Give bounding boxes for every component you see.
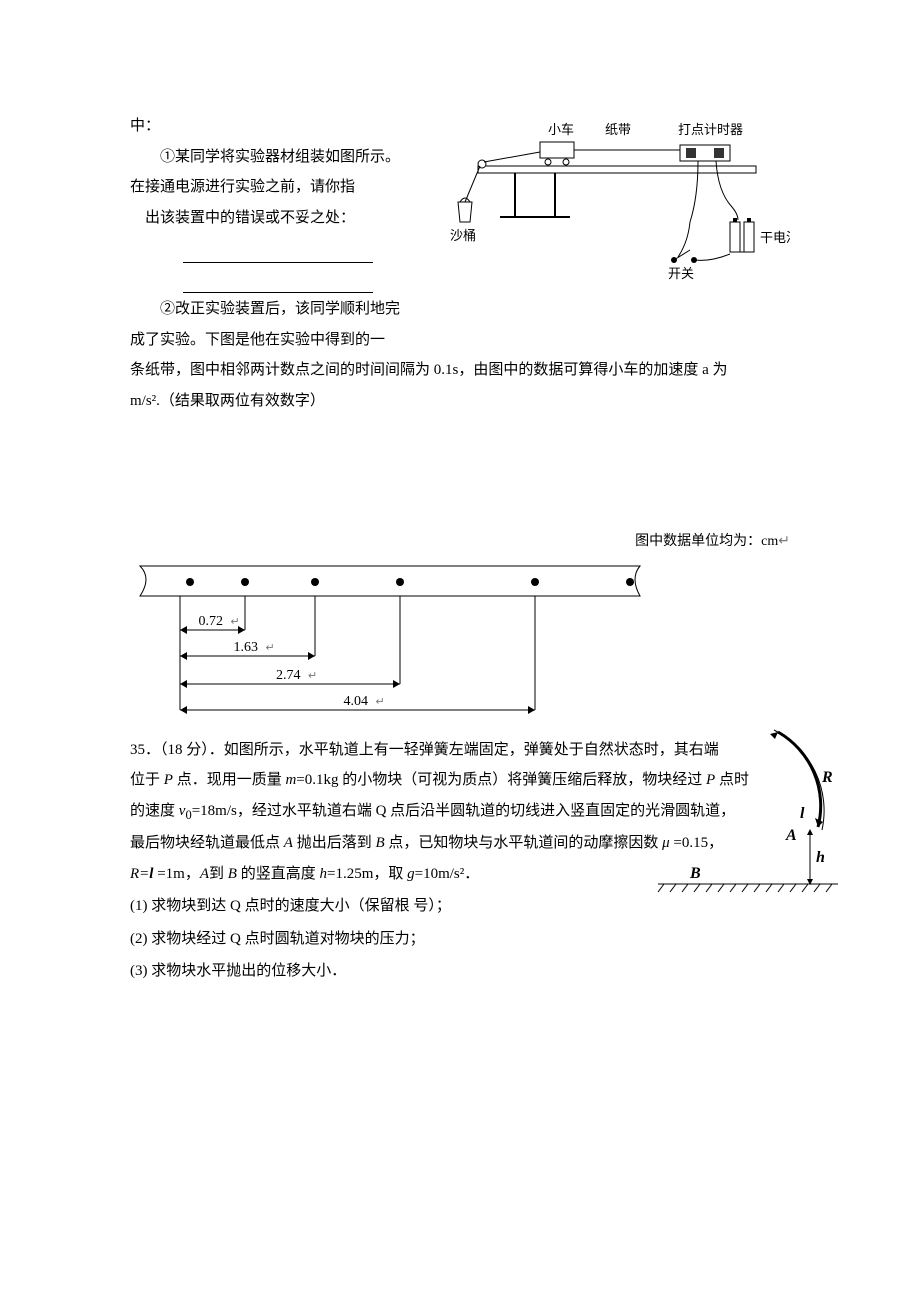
- q35-sub-3: (3) 求物块水平抛出的位移大小．: [130, 957, 790, 986]
- q1-sub2-line-d: m/s².（结果取两位有效数字）: [130, 387, 790, 416]
- label-l: l: [800, 805, 805, 822]
- tape-diagram-section: 图中数据单位均为：cm↵ 0.72 ↵ 1.63 ↵ 2.74 ↵ 4.04 ↵: [130, 441, 790, 728]
- tape-note: 图中数据单位均为：cm↵: [635, 441, 790, 556]
- blank-line-1[interactable]: [183, 238, 373, 263]
- label-R: R: [821, 769, 833, 786]
- label-battery: 干电池: [760, 230, 790, 245]
- q35-track-diagram: R l A h B: [618, 722, 878, 902]
- apparatus-diagram: 小车 纸带 打点计时器 沙桶: [440, 112, 790, 282]
- label-bucket: 沙桶: [450, 228, 476, 243]
- svg-text:↵: ↵: [231, 616, 240, 628]
- label-B: B: [689, 865, 701, 882]
- q1-sub2-line-a: ②改正实验装置后，该同学顺利地完: [130, 295, 790, 324]
- label-tape: 纸带: [605, 122, 631, 137]
- label-timer: 打点计时器: [678, 122, 743, 137]
- svg-text:4.04: 4.04: [344, 694, 369, 709]
- blank-line-2[interactable]: [183, 268, 373, 293]
- q35-sub-questions: (1) 求物块到达 Q 点时的速度大小（保留根 号）； (2) 求物块经过 Q …: [130, 892, 790, 986]
- svg-text:0.72: 0.72: [199, 614, 224, 629]
- q1-sub2-line-c: 条纸带，图中相邻两计数点之间的时间间隔为 0.1s，由图中的数据可算得小车的加速…: [130, 356, 790, 385]
- label-cart: 小车: [548, 122, 574, 137]
- label-switch: 开关: [668, 266, 694, 281]
- label-h: h: [816, 849, 825, 866]
- q35-track-diagram-wrapper: R l A h B: [618, 722, 878, 902]
- svg-text:↵: ↵: [308, 670, 317, 682]
- label-A: A: [785, 827, 797, 844]
- tape-diagram: 0.72 ↵ 1.63 ↵ 2.74 ↵ 4.04 ↵: [130, 556, 650, 728]
- svg-text:↵: ↵: [376, 696, 385, 708]
- q1-sub2-line-b: 成了实验。下图是他在实验中得到的一: [130, 326, 790, 355]
- svg-text:2.74: 2.74: [276, 668, 301, 683]
- question-34-continuation: 小车 纸带 打点计时器 沙桶: [130, 112, 790, 417]
- svg-text:↵: ↵: [266, 642, 275, 654]
- question-35: R l A h B 35．（18 分: [130, 736, 790, 990]
- q35-sub-2: (2) 求物块经过 Q 点时圆轨道对物块的压力；: [130, 925, 790, 954]
- svg-text:1.63: 1.63: [234, 640, 259, 655]
- apparatus-diagram-wrapper: 小车 纸带 打点计时器 沙桶: [440, 112, 790, 282]
